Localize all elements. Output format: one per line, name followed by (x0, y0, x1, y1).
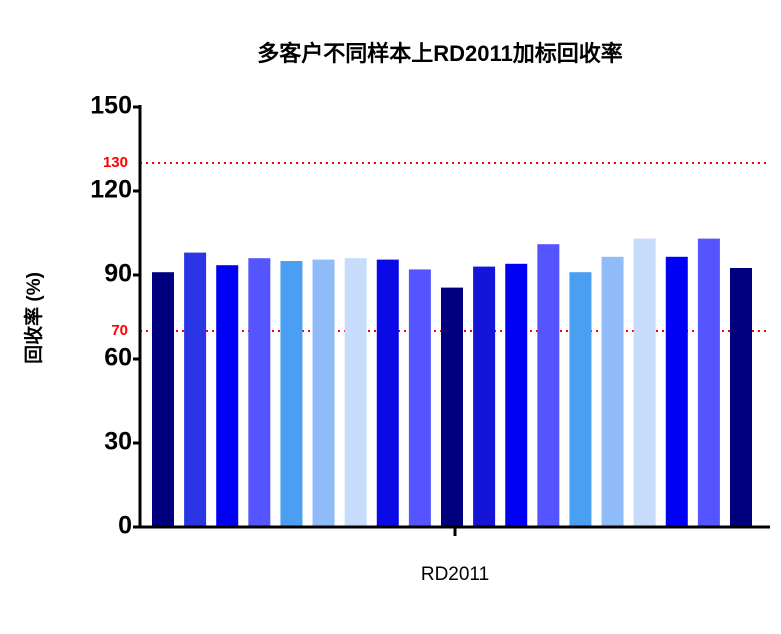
y-axis-label: 回收率 (%) (22, 272, 45, 364)
bar (601, 256, 624, 527)
bar (569, 272, 592, 527)
y-tick-label: 60 (104, 344, 132, 372)
bar (730, 268, 752, 527)
bar (441, 287, 463, 527)
bar (184, 252, 207, 527)
bar (152, 272, 174, 527)
y-tick-label: 150 (90, 92, 132, 120)
bar (473, 266, 496, 527)
bar (248, 258, 271, 527)
bar (216, 265, 239, 527)
x-tick-label: RD2011 (421, 564, 489, 585)
bar (344, 258, 367, 527)
y-tick-label: 30 (104, 428, 132, 456)
bar (408, 269, 431, 527)
bar (537, 244, 560, 527)
bar (633, 238, 656, 527)
reference-label: 70 (111, 322, 128, 339)
bar (665, 256, 688, 527)
bar (280, 261, 303, 527)
reference-label: 130 (103, 154, 128, 171)
bar (505, 263, 528, 527)
bar (376, 259, 399, 527)
chart-title: 多客户不同样本上RD2011加标回收率 (257, 41, 623, 66)
bar (697, 238, 720, 527)
bar (312, 259, 335, 527)
y-tick-label: 120 (90, 176, 132, 204)
y-tick-label: 90 (104, 260, 132, 288)
y-tick-label: 0 (118, 512, 132, 540)
